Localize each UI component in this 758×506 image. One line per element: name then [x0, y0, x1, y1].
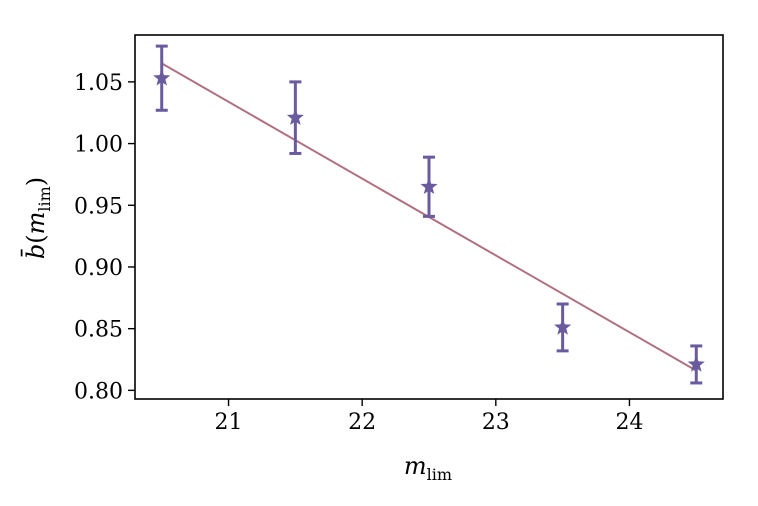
y-axis: 0.80 0.85 0.90 0.95 1.00 1.05 [74, 71, 135, 404]
y-tick-label: 0.95 [74, 194, 123, 219]
data-point [687, 344, 705, 385]
x-tick-label: 24 [615, 410, 643, 435]
data-point [554, 302, 572, 353]
y-axis-label: b̄(mlim) [21, 177, 54, 259]
data-point [153, 44, 171, 112]
y-tick-label: 0.85 [74, 318, 123, 343]
star-marker [687, 355, 705, 372]
x-tick-label: 23 [482, 410, 510, 435]
data-point [420, 155, 438, 218]
plot-area [134, 34, 724, 400]
y-tick-label: 1.05 [74, 71, 123, 96]
data-point [286, 80, 304, 155]
plot-frame [134, 34, 724, 400]
x-tick-label: 21 [215, 410, 243, 435]
star-marker [153, 69, 171, 86]
x-axis-label: mlim [404, 452, 452, 484]
x-axis: 21 22 23 24 [215, 399, 643, 435]
star-marker [554, 318, 572, 335]
y-tick-label: 0.90 [74, 256, 123, 281]
star-marker [420, 177, 438, 195]
y-tick-label: 1.00 [74, 133, 123, 158]
star-marker [286, 108, 304, 125]
y-tick-label: 0.80 [74, 379, 123, 404]
x-tick-label: 22 [348, 410, 376, 435]
